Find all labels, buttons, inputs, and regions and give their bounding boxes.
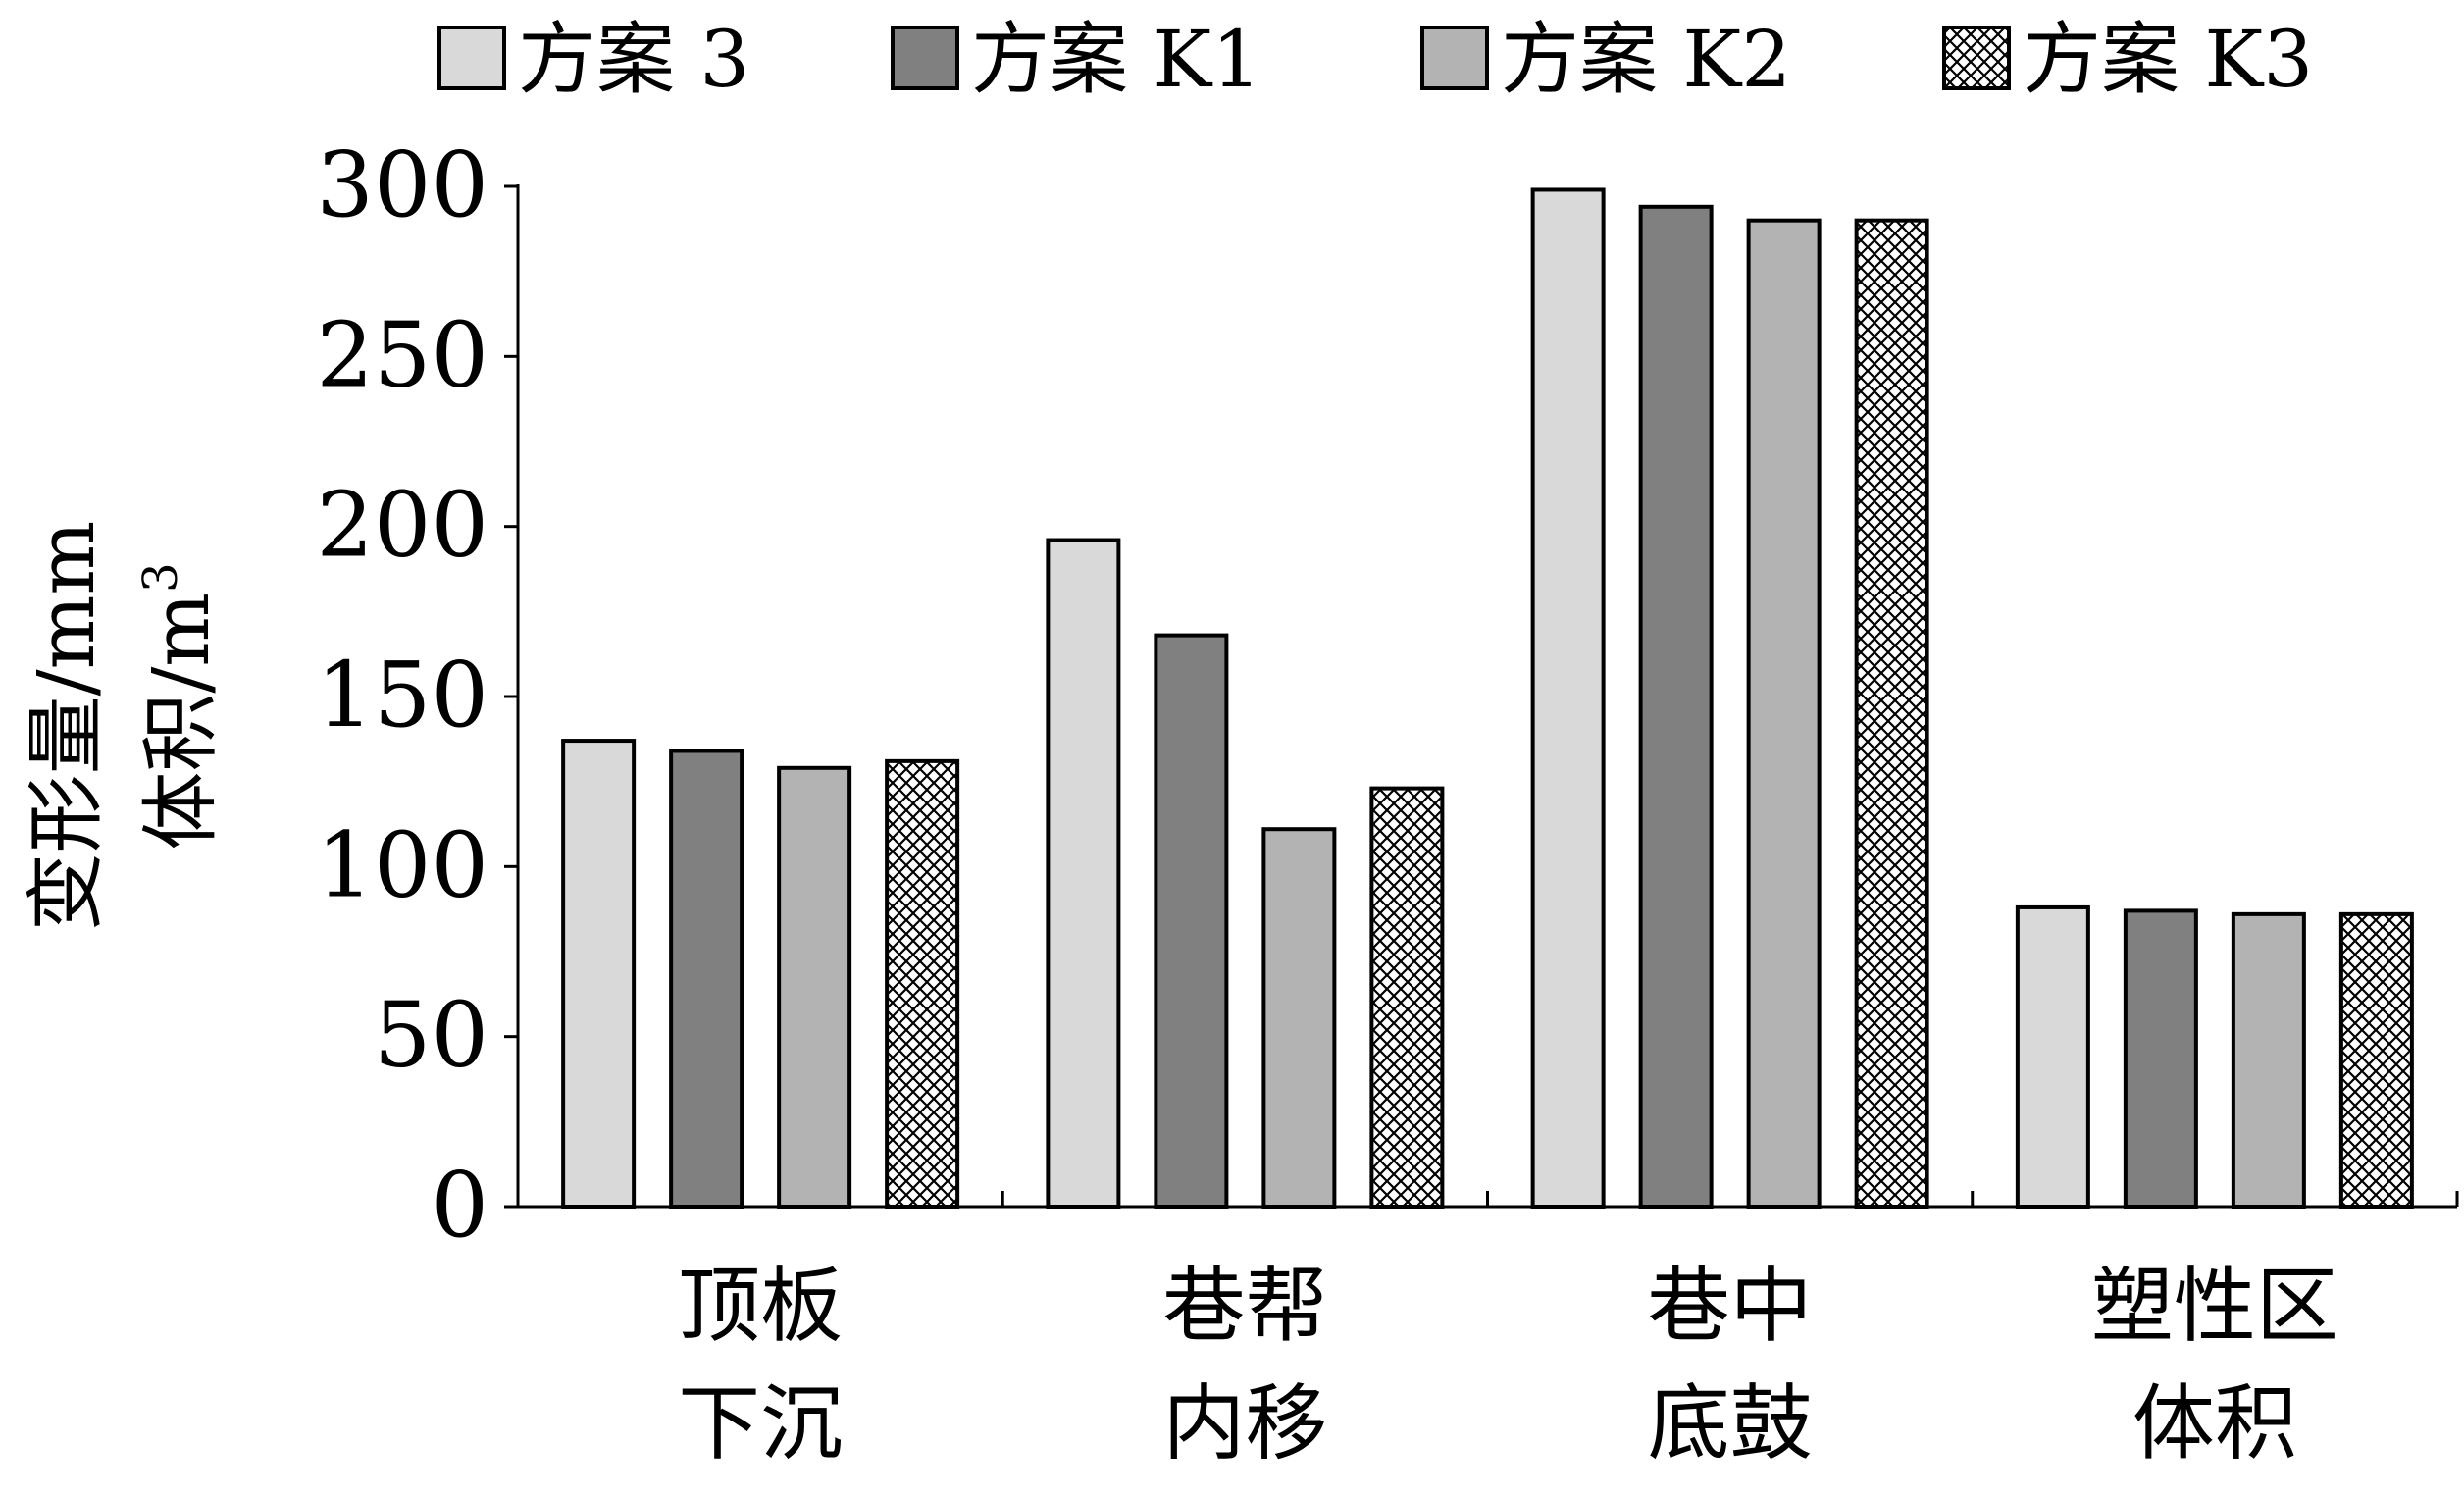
bar [669, 749, 744, 1209]
bar [2123, 908, 2198, 1210]
y-tick-label: 50 [374, 983, 488, 1088]
y-tick-label: 200 [316, 473, 488, 578]
bar [1369, 786, 1445, 1209]
bar [885, 758, 960, 1209]
y-axis-title-superscript: 3 [133, 562, 188, 593]
bar [1046, 538, 1121, 1209]
y-tick-label: 250 [316, 302, 488, 407]
bar [1854, 218, 1929, 1209]
y-axis-title-line: 变形量/mm [21, 521, 112, 932]
x-category-label: 底鼓 [1648, 1375, 1813, 1472]
bar [1530, 187, 1606, 1209]
y-axis-title-line: 体积/m3 [133, 562, 227, 850]
legend-swatch [1942, 26, 2011, 90]
bar [1638, 204, 1714, 1210]
x-category-label: 下沉 [678, 1375, 843, 1472]
legend-swatch [437, 26, 506, 90]
legend: 方案 3 方案 K1 方案 K2 方案 K3 [437, 14, 2313, 105]
legend-label: 方案 3 [518, 14, 749, 105]
legend-label: 方案 K1 [971, 14, 1261, 105]
x-category-label: 内移 [1162, 1375, 1327, 1472]
bar [1261, 827, 1337, 1209]
legend-swatch [1420, 26, 1489, 90]
y-tick-label: 300 [316, 132, 488, 237]
bar [2231, 911, 2306, 1209]
bar [2015, 904, 2090, 1210]
y-tick-label: 100 [316, 812, 488, 917]
x-category-label: 塑性区 [2091, 1258, 2338, 1354]
x-category-label: 体积 [2132, 1375, 2297, 1472]
y-tick-label: 150 [316, 643, 488, 748]
x-category-label: 巷中 [1648, 1258, 1813, 1354]
y-tick-label: 0 [431, 1153, 488, 1258]
bars [561, 187, 2414, 1210]
bar [777, 765, 852, 1209]
bar [2338, 911, 2414, 1209]
y-axis-title: 变形量/mm 体积/m3 [21, 521, 227, 932]
bar [1154, 633, 1229, 1209]
x-category-label: 顶板 [678, 1258, 843, 1354]
x-category-label: 巷帮 [1162, 1258, 1327, 1354]
legend-swatch [891, 26, 959, 90]
legend-label: 方案 K3 [2023, 14, 2313, 105]
legend-label: 方案 K2 [1501, 14, 1791, 105]
axes: 0 50 100 150 200 250 300 [316, 132, 2459, 1258]
bar [561, 739, 637, 1209]
bar [1746, 218, 1822, 1209]
